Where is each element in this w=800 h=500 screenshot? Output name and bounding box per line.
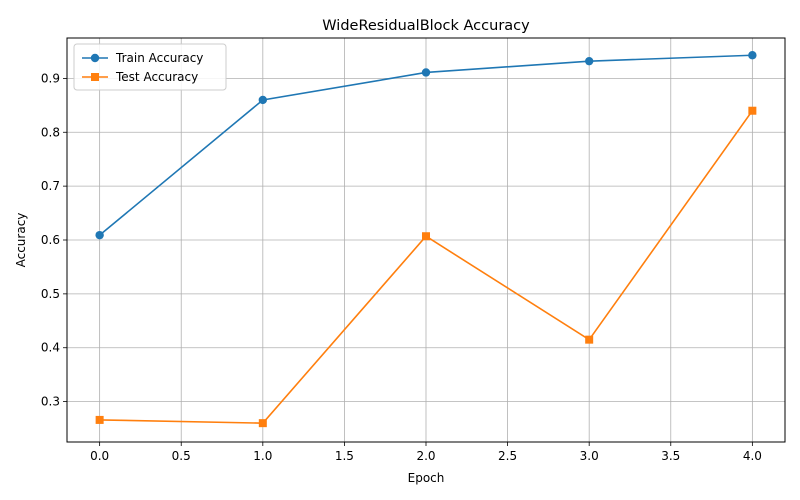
x-tick-label: 2.0 (416, 449, 435, 463)
data-point (95, 230, 104, 240)
x-tick-label: 3.5 (661, 449, 680, 463)
data-point (258, 419, 267, 428)
x-tick-label: 2.5 (498, 449, 517, 463)
data-point (421, 68, 431, 77)
y-tick-label: 0.6 (41, 233, 60, 247)
data-point (748, 106, 757, 115)
legend-label: Test Accuracy (115, 70, 198, 84)
y-axis-ticks: 0.3 0.4 0.5 0.6 0.7 0.8 0.9 (41, 71, 67, 409)
x-axis-label: Epoch (408, 471, 445, 485)
legend-item: Test Accuracy (82, 70, 198, 84)
x-tick-label: 1.5 (335, 449, 354, 463)
x-tick-label: 4.0 (743, 449, 762, 463)
data-point (585, 335, 594, 344)
legend-marker (90, 53, 100, 63)
data-point (422, 232, 430, 241)
legend-item: Train Accuracy (82, 51, 203, 65)
y-tick-label: 0.4 (41, 341, 60, 355)
legend: Train Accuracy Test Accuracy (73, 43, 227, 91)
y-tick-label: 0.5 (41, 287, 60, 301)
y-tick-label: 0.7 (41, 179, 60, 193)
y-tick-label: 0.8 (41, 125, 60, 139)
legend-box (73, 43, 227, 91)
chart-title: WideResidualBlock Accuracy (322, 18, 530, 34)
data-point (748, 51, 757, 60)
plot-series (95, 51, 757, 428)
x-tick-label: 0.0 (90, 449, 109, 463)
x-tick-label: 3.0 (580, 449, 599, 463)
data-point (95, 415, 104, 424)
legend-marker (91, 73, 99, 81)
data-point (584, 56, 594, 66)
x-tick-label: 1.0 (253, 449, 272, 463)
y-tick-label: 0.9 (41, 71, 60, 85)
data-point (258, 95, 268, 105)
legend-label: Train Accuracy (115, 51, 203, 65)
series-test-accuracy (95, 106, 757, 428)
x-axis-ticks: 0.0 0.5 1.0 1.5 2.0 2.5 3.0 3.5 4.0 (90, 442, 762, 463)
y-axis-label: Accuracy (14, 213, 28, 268)
y-tick-label: 0.3 (41, 395, 60, 409)
series-train-accuracy (95, 51, 757, 240)
x-tick-label: 0.5 (172, 449, 191, 463)
